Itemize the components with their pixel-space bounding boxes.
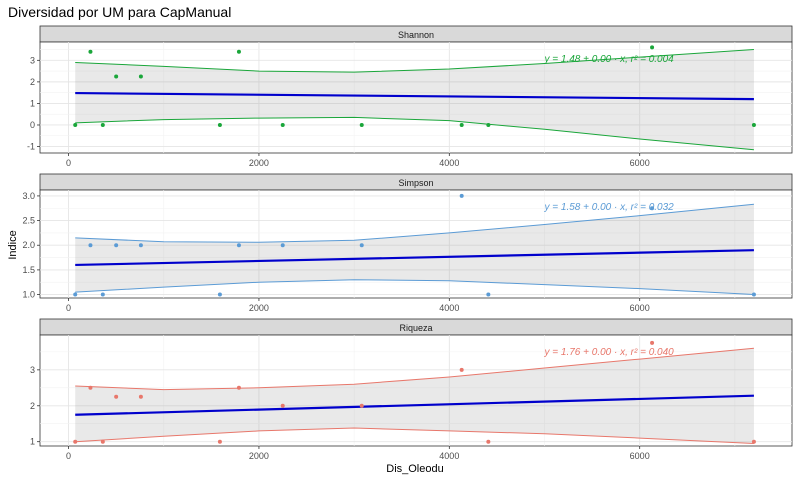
x-tick-label: 2000 xyxy=(249,303,269,313)
data-point xyxy=(486,122,491,127)
band-lower-line xyxy=(75,116,754,151)
data-point xyxy=(751,439,756,444)
facet-strip-label: Simpson xyxy=(398,178,433,188)
data-point xyxy=(217,439,222,444)
data-point xyxy=(100,292,105,297)
band-upper-line xyxy=(75,49,754,73)
data-point xyxy=(114,394,119,399)
facet-shannon: Shannon y = 1.48 + 0.00 · x, r² = 0.004 -1… xyxy=(27,25,793,168)
x-axis-label: Dis_Oleodu xyxy=(386,463,443,475)
data-point xyxy=(138,74,143,79)
data-point xyxy=(73,292,78,297)
regression-equation: y = 1.76 + 0.00 · x, r² = 0.040 xyxy=(544,347,675,358)
x-tick-label: 2000 xyxy=(249,451,269,461)
data-point xyxy=(459,193,464,198)
data-point xyxy=(486,439,491,444)
y-tick-label: 1 xyxy=(30,437,35,447)
chart-title: Diversidad por UM para CapManual xyxy=(8,4,231,20)
facet-riqueza: Riqueza y = 1.76 + 0.00 · x, r² = 0.040 1 2… xyxy=(30,318,793,461)
data-point xyxy=(280,243,285,248)
y-tick-label: 1 xyxy=(30,98,35,108)
y-tick-label: 2 xyxy=(30,77,35,87)
data-point xyxy=(138,243,143,248)
data-point xyxy=(650,45,655,50)
regression-line xyxy=(75,91,754,101)
regression-line xyxy=(75,394,754,416)
y-tick-label: 2 xyxy=(30,401,35,411)
y-tick-label: 3 xyxy=(30,365,35,375)
y-tick-label: 2.0 xyxy=(22,240,35,250)
panel-background xyxy=(39,334,793,447)
band-lower-line xyxy=(75,427,754,444)
data-point xyxy=(100,439,105,444)
y-tick-label: 0 xyxy=(30,120,35,130)
data-point xyxy=(236,49,241,54)
facet-simpson: Simpson y = 1.58 + 0.00 · x, r² = 0.032 1.… xyxy=(22,173,793,313)
data-point xyxy=(217,122,222,127)
data-point xyxy=(751,122,756,127)
y-tick-label: 3 xyxy=(30,55,35,65)
x-tick-label: 6000 xyxy=(630,451,650,461)
data-point xyxy=(100,122,105,127)
data-point xyxy=(88,385,93,390)
y-tick-label: 3.0 xyxy=(22,191,35,201)
data-point xyxy=(114,243,119,248)
data-point xyxy=(236,385,241,390)
data-point xyxy=(280,122,285,127)
y-tick-label: -1 xyxy=(27,142,35,152)
x-tick-label: 0 xyxy=(66,158,71,168)
data-point xyxy=(650,340,655,345)
band-lower-line xyxy=(75,279,754,296)
data-point xyxy=(217,292,222,297)
x-tick-label: 6000 xyxy=(630,158,650,168)
facet-strip-label: Shannon xyxy=(398,30,434,40)
regression-equation: y = 1.48 + 0.00 · x, r² = 0.004 xyxy=(544,54,675,65)
data-point xyxy=(236,243,241,248)
y-axis-label: Indice xyxy=(7,230,19,259)
data-point xyxy=(280,403,285,408)
x-tick-label: 4000 xyxy=(439,451,459,461)
data-point xyxy=(359,403,364,408)
y-tick-label: 2.5 xyxy=(22,216,35,226)
data-point xyxy=(486,292,491,297)
x-tick-label: 6000 xyxy=(630,303,650,313)
data-point xyxy=(359,243,364,248)
data-point xyxy=(88,49,93,54)
data-point xyxy=(459,367,464,372)
y-tick-label: 1.5 xyxy=(22,265,35,275)
data-point xyxy=(459,122,464,127)
regression-line xyxy=(75,249,754,267)
data-point xyxy=(751,292,756,297)
band-upper-line xyxy=(75,203,754,243)
data-point xyxy=(73,439,78,444)
data-point xyxy=(650,206,655,211)
data-point xyxy=(138,394,143,399)
band-upper-line xyxy=(75,347,754,391)
confidence-band xyxy=(75,49,754,150)
x-tick-label: 4000 xyxy=(439,303,459,313)
x-tick-label: 2000 xyxy=(249,158,269,168)
data-point xyxy=(88,243,93,248)
x-tick-label: 4000 xyxy=(439,158,459,168)
confidence-band xyxy=(75,204,754,295)
y-tick-label: 1.0 xyxy=(22,290,35,300)
data-point xyxy=(73,122,78,127)
x-tick-label: 0 xyxy=(66,451,71,461)
x-tick-label: 0 xyxy=(66,303,71,313)
data-point xyxy=(359,122,364,127)
facet-panels: Shannon y = 1.48 + 0.00 · x, r² = 0.004 -1… xyxy=(22,25,793,461)
regression-equation: y = 1.58 + 0.00 · x, r² = 0.032 xyxy=(544,202,675,213)
data-point xyxy=(114,74,119,79)
confidence-band xyxy=(75,348,754,444)
facet-strip-label: Riqueza xyxy=(399,323,432,333)
